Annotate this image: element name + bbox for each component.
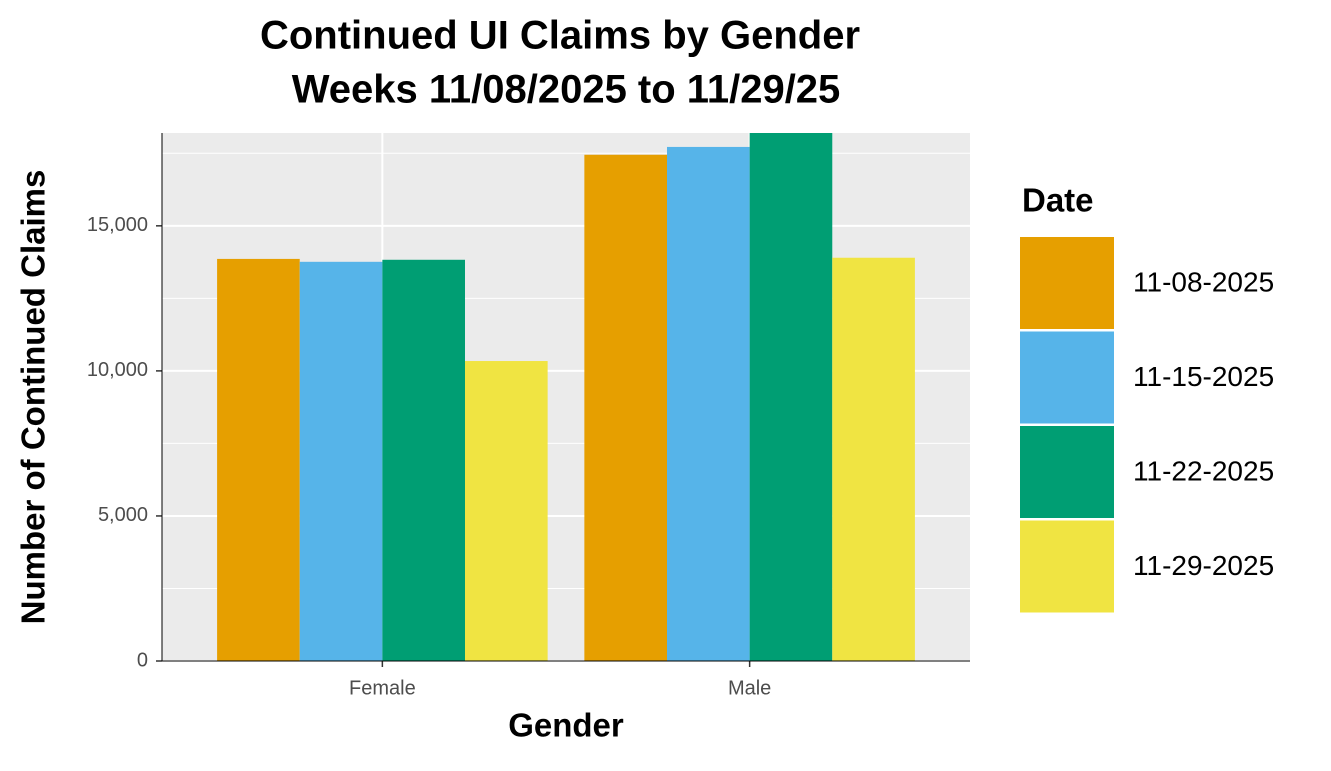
bar	[584, 154, 667, 661]
bar	[749, 133, 833, 661]
bar	[217, 258, 300, 661]
legend-label: 11-15-2025	[1133, 361, 1274, 392]
legend-title: Date	[1022, 182, 1094, 219]
y-tick-label: 0	[137, 649, 148, 671]
x-tick-label: Female	[349, 677, 416, 699]
chart-title: Weeks 11/08/2025 to 11/29/25	[292, 68, 841, 112]
chart-title: Continued UI Claims by Gender	[260, 14, 860, 58]
legend-key	[1020, 520, 1114, 613]
bar	[382, 259, 465, 661]
x-axis-title: Gender	[508, 707, 624, 744]
x-tick-label: Male	[728, 677, 771, 699]
bar	[667, 146, 750, 661]
legend-key	[1020, 331, 1114, 424]
y-tick-label: 15,000	[87, 214, 148, 236]
legend-key	[1020, 237, 1114, 329]
bar	[832, 257, 915, 661]
legend-label: 11-29-2025	[1133, 550, 1274, 581]
y-axis-title: Number of Continued Claims	[15, 170, 52, 625]
legend-key	[1020, 426, 1114, 518]
y-tick-label: 5,000	[98, 504, 148, 526]
legend-label: 11-22-2025	[1133, 455, 1274, 486]
legend-label: 11-08-2025	[1133, 266, 1274, 297]
bar	[465, 361, 548, 661]
y-tick-label: 10,000	[87, 359, 148, 381]
bar	[299, 261, 383, 661]
